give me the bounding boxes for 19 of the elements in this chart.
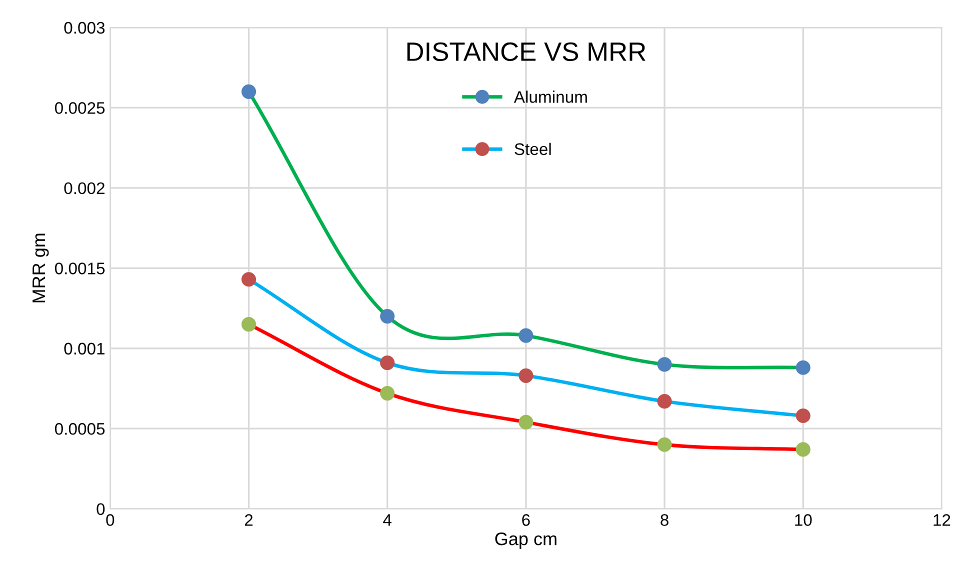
x-tick-label: 8 — [660, 514, 668, 526]
legend-label: Steel — [514, 142, 551, 156]
x-tick-label: 2 — [244, 514, 253, 526]
y-tick-label: 0.003 — [64, 22, 105, 34]
y-tick-label: 0.002 — [64, 182, 104, 194]
y-tick-label: 0.0025 — [54, 102, 105, 114]
y-tick-label: 0.0015 — [54, 262, 105, 274]
x-tick-label: 10 — [795, 514, 812, 526]
y-tick-label: 0.001 — [64, 342, 104, 355]
x-tick-label: 4 — [383, 514, 392, 526]
y-tick-label: 0 — [96, 503, 105, 516]
x-tick-label: 12 — [934, 514, 950, 526]
y-axis-title: MRR gm — [32, 234, 49, 302]
x-axis-title: Gap cm — [495, 532, 556, 549]
x-tick-label: 0 — [106, 514, 114, 526]
y-tick-label: 0.0005 — [54, 423, 105, 435]
x-tick-label: 6 — [522, 514, 530, 526]
legend-label: Aluminum — [514, 90, 587, 103]
chart-title: DISTANCE VS MRR — [407, 42, 646, 62]
